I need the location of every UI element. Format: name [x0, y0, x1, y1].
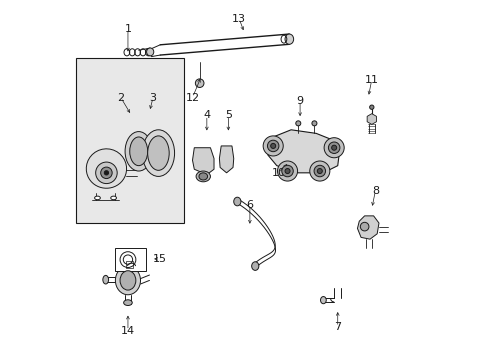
Ellipse shape [199, 173, 207, 180]
Text: 14: 14 [121, 325, 135, 336]
Ellipse shape [281, 165, 293, 177]
Ellipse shape [317, 168, 322, 174]
Polygon shape [219, 146, 233, 173]
Ellipse shape [115, 266, 140, 295]
Ellipse shape [369, 105, 373, 109]
Ellipse shape [311, 121, 316, 126]
Ellipse shape [285, 168, 289, 174]
Text: 10: 10 [271, 168, 285, 178]
Polygon shape [366, 114, 376, 125]
Ellipse shape [251, 262, 258, 270]
Ellipse shape [313, 165, 325, 177]
Ellipse shape [146, 48, 153, 56]
Ellipse shape [270, 143, 275, 148]
Bar [76, 58, 183, 223]
Ellipse shape [277, 161, 297, 181]
Ellipse shape [360, 222, 368, 231]
Text: 5: 5 [224, 111, 231, 121]
Ellipse shape [120, 271, 136, 290]
Text: 12: 12 [185, 93, 199, 103]
Ellipse shape [101, 167, 112, 179]
Ellipse shape [96, 162, 117, 184]
Polygon shape [267, 130, 339, 173]
Ellipse shape [309, 161, 329, 181]
Ellipse shape [142, 130, 174, 176]
Ellipse shape [123, 300, 132, 306]
Ellipse shape [104, 171, 108, 175]
Text: 1: 1 [124, 24, 131, 35]
Text: 6: 6 [246, 200, 253, 210]
Text: 4: 4 [203, 111, 210, 121]
Text: 15: 15 [153, 254, 167, 264]
Ellipse shape [129, 137, 147, 166]
Ellipse shape [125, 132, 152, 171]
Ellipse shape [295, 121, 300, 126]
Text: 9: 9 [296, 96, 303, 106]
Ellipse shape [147, 136, 169, 170]
Text: 3: 3 [149, 93, 156, 103]
Polygon shape [86, 149, 126, 188]
Ellipse shape [110, 196, 116, 200]
Bar [115, 248, 145, 271]
Text: 13: 13 [232, 14, 245, 24]
Ellipse shape [195, 79, 203, 87]
Ellipse shape [102, 275, 108, 284]
Bar [126, 261, 133, 268]
Text: 11: 11 [364, 75, 378, 85]
Ellipse shape [233, 197, 241, 206]
Ellipse shape [328, 142, 339, 153]
Ellipse shape [331, 145, 336, 150]
Ellipse shape [285, 34, 293, 44]
Text: 8: 8 [371, 186, 378, 196]
Text: 2: 2 [117, 93, 124, 103]
Polygon shape [192, 148, 214, 175]
Ellipse shape [324, 138, 344, 158]
Ellipse shape [94, 196, 100, 200]
Ellipse shape [263, 136, 283, 156]
Text: 7: 7 [333, 322, 341, 332]
Ellipse shape [320, 297, 325, 304]
Ellipse shape [267, 140, 278, 152]
Polygon shape [357, 216, 378, 239]
Ellipse shape [196, 171, 210, 182]
